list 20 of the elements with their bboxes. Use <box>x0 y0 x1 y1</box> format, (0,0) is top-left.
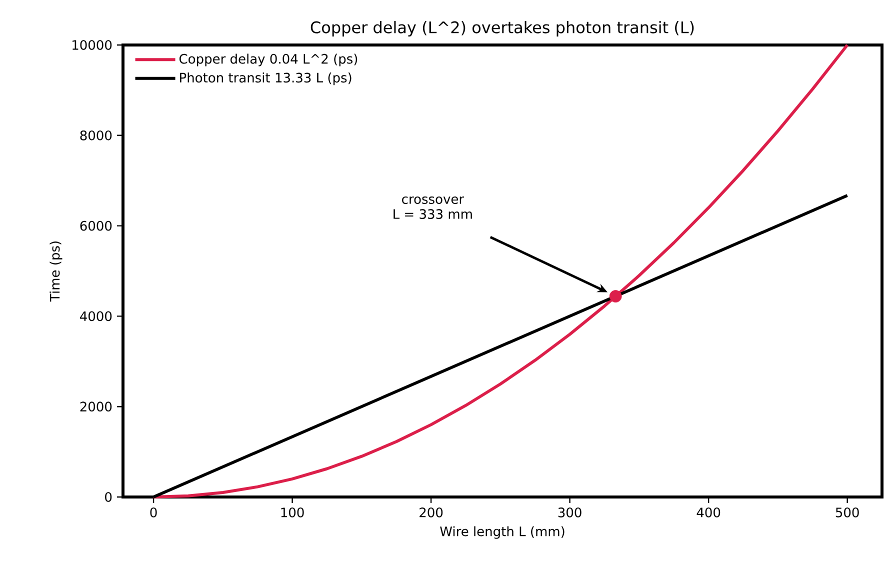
x-tick-label: 100 <box>281 508 304 518</box>
y-tick-label: 2000 <box>80 402 112 412</box>
y-tick-label: 4000 <box>80 311 112 322</box>
x-axis-title: Wire length L (mm) <box>440 526 564 539</box>
legend-label: Copper delay 0.04 L^2 (ps) <box>180 54 358 66</box>
legend-label: Photon transit 13.33 L (ps) <box>180 72 352 86</box>
y-tick-label: 6000 <box>80 220 112 231</box>
y-axis-title: Time (ps) <box>50 242 62 302</box>
x-tick-label: 200 <box>420 508 443 518</box>
x-tick-label: 400 <box>696 508 720 518</box>
y-tick-label: 0 <box>105 492 112 502</box>
line-series <box>152 43 849 498</box>
chart-title: Copper delay (L^2) overtakes photon transit (L) <box>310 21 694 36</box>
y-tick-label: 10000 <box>72 40 112 50</box>
x-tick-label: 300 <box>558 508 582 518</box>
annotation: crossover <box>402 196 464 204</box>
y-tick-label: 8000 <box>80 130 112 140</box>
x-tick-label: 500 <box>836 508 859 518</box>
annotation: L = 333 mm <box>394 209 472 219</box>
x-tick-label: 0 <box>150 508 157 518</box>
